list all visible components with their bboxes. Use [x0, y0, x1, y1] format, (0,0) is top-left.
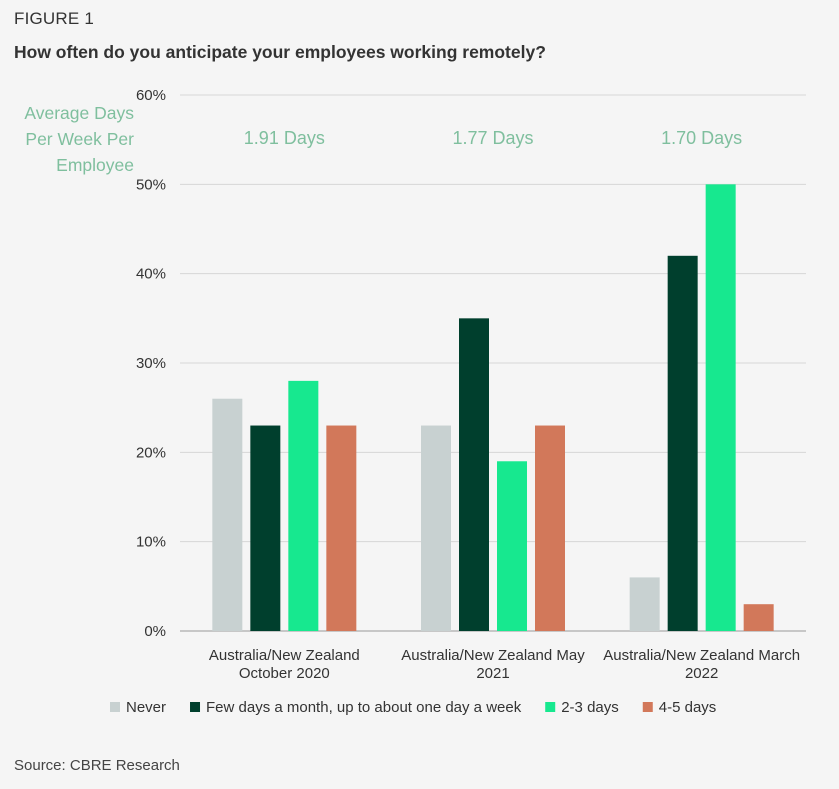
bar [459, 318, 489, 631]
x-tick-label-line: Australia/New Zealand May [401, 647, 585, 664]
x-tick-label-line: October 2020 [239, 665, 330, 682]
bar [250, 425, 281, 631]
x-tick-label-line: 2022 [685, 665, 718, 682]
bar [421, 425, 451, 631]
average-days-annotation: 1.77 Days [452, 128, 533, 148]
bar [326, 425, 357, 631]
x-tick-label-line: Australia/New Zealand [209, 647, 360, 664]
legend-swatch [642, 702, 653, 712]
y-tick-label: 10% [136, 534, 166, 551]
y-tick-label: 20% [136, 444, 166, 461]
x-tick-label: Australia/New Zealand October 2020 [209, 647, 360, 682]
bar [288, 380, 319, 631]
legend-label: Never [126, 699, 166, 716]
y-tick-label: 50% [136, 176, 166, 193]
y-tick-label: 30% [136, 355, 166, 372]
bar [705, 184, 736, 632]
y-tick-label: 40% [136, 266, 166, 283]
bar [743, 604, 774, 631]
figure-label: FIGURE 1 [14, 9, 95, 28]
bar [629, 577, 660, 631]
legend-swatch [190, 702, 201, 712]
source-note: Source: CBRE Research [14, 757, 180, 774]
legend-swatch [545, 702, 556, 712]
average-days-annotation: 1.91 Days [244, 128, 325, 148]
x-tick-label-line: 2021 [476, 665, 509, 682]
chart-title: How often do you anticipate your employe… [14, 42, 546, 62]
x-tick-label-line: Australia/New Zealand March [603, 647, 800, 664]
bar [212, 398, 243, 631]
average-days-label: Average Days Per Week Per Employee [24, 103, 134, 175]
bar [535, 425, 565, 631]
average-days-annotation: 1.70 Days [661, 128, 742, 148]
legend-swatch [110, 702, 120, 712]
y-tick-label: 60% [136, 87, 166, 104]
x-tick-label: Australia/New Zealand March 2022 [603, 647, 800, 682]
legend-label: 2-3 days [561, 699, 619, 716]
y-tick-label: 0% [144, 623, 166, 640]
legend-label: 4-5 days [659, 699, 717, 716]
bar [667, 255, 698, 632]
legend-label: Few days a month, up to about one day a … [206, 699, 522, 716]
bar [497, 461, 527, 631]
x-tick-label: Australia/New Zealand May 2021 [401, 647, 585, 682]
